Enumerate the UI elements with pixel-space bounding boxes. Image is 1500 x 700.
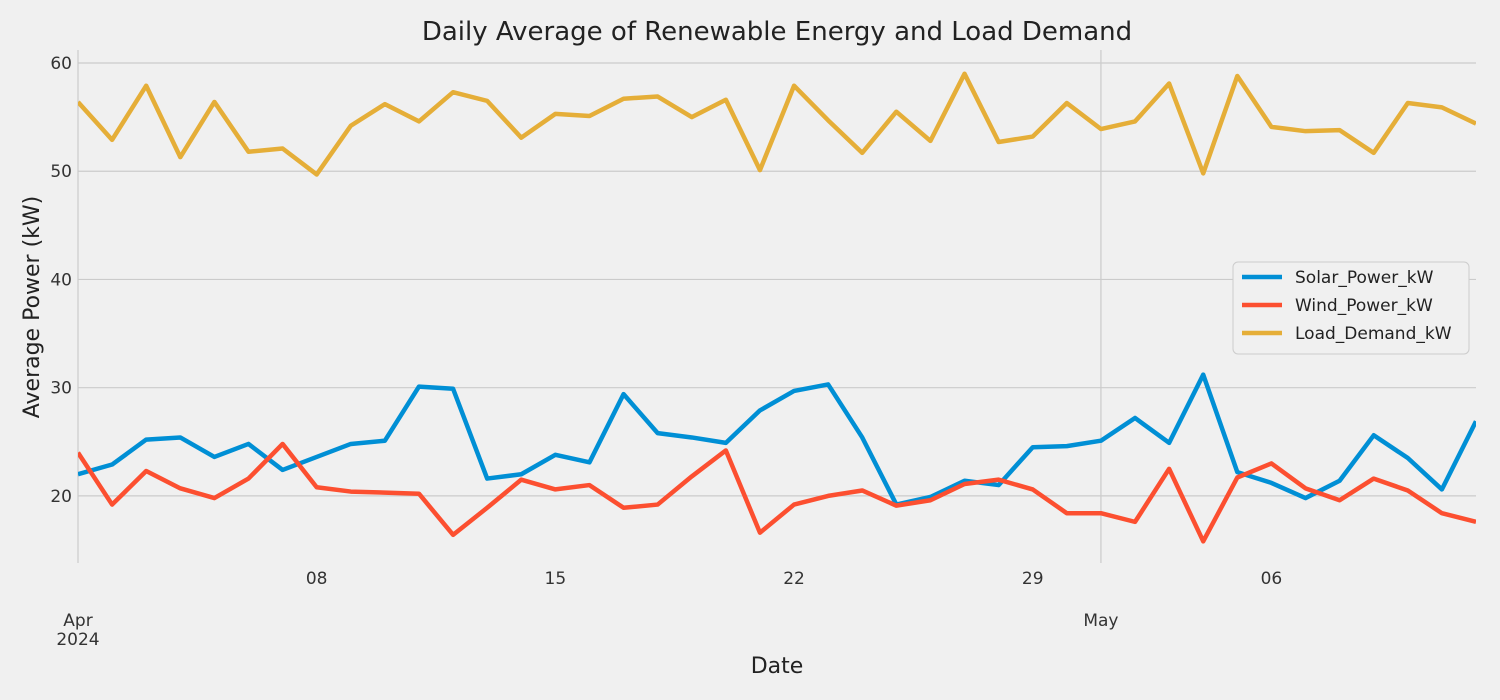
y-tick-label: 60 [50,54,72,74]
chart-title: Daily Average of Renewable Energy and Lo… [422,17,1132,47]
x-tick-label: 08 [306,569,328,589]
x-tick-label: May [1083,611,1118,631]
series-line-load-demand-kw [78,71,1476,177]
legend-frame [1232,261,1470,355]
x-tick-label: 22 [783,569,805,589]
y-axis-ticks: 20 30 40 50 60 [50,54,72,507]
x-tick-label: 15 [545,569,567,589]
x-tick-label: Apr [63,611,92,631]
series-lines [78,71,1476,544]
x-tick-label: 29 [1022,569,1044,589]
legend: Solar_Power_kW Wind_Power_kW Load_Demand_k… [1232,261,1470,355]
y-tick-label: 50 [50,162,72,182]
legend-entry: Wind_Power_kW [1295,296,1433,316]
series-line-solar-power-kw [78,372,1476,507]
x-axis-label: Date [751,654,804,679]
y-tick-label: 30 [50,379,72,399]
y-axis-label: Average Power (kW) [20,196,45,419]
legend-entry: Solar_Power_kW [1295,268,1434,288]
x-tick-sublabel: 2024 [56,630,99,650]
series-line-wind-power-kw [78,441,1476,544]
legend-entry: Load_Demand_kW [1295,324,1452,344]
x-tick-label: 06 [1261,569,1283,589]
y-tick-label: 20 [50,487,72,507]
y-tick-label: 40 [50,270,72,290]
